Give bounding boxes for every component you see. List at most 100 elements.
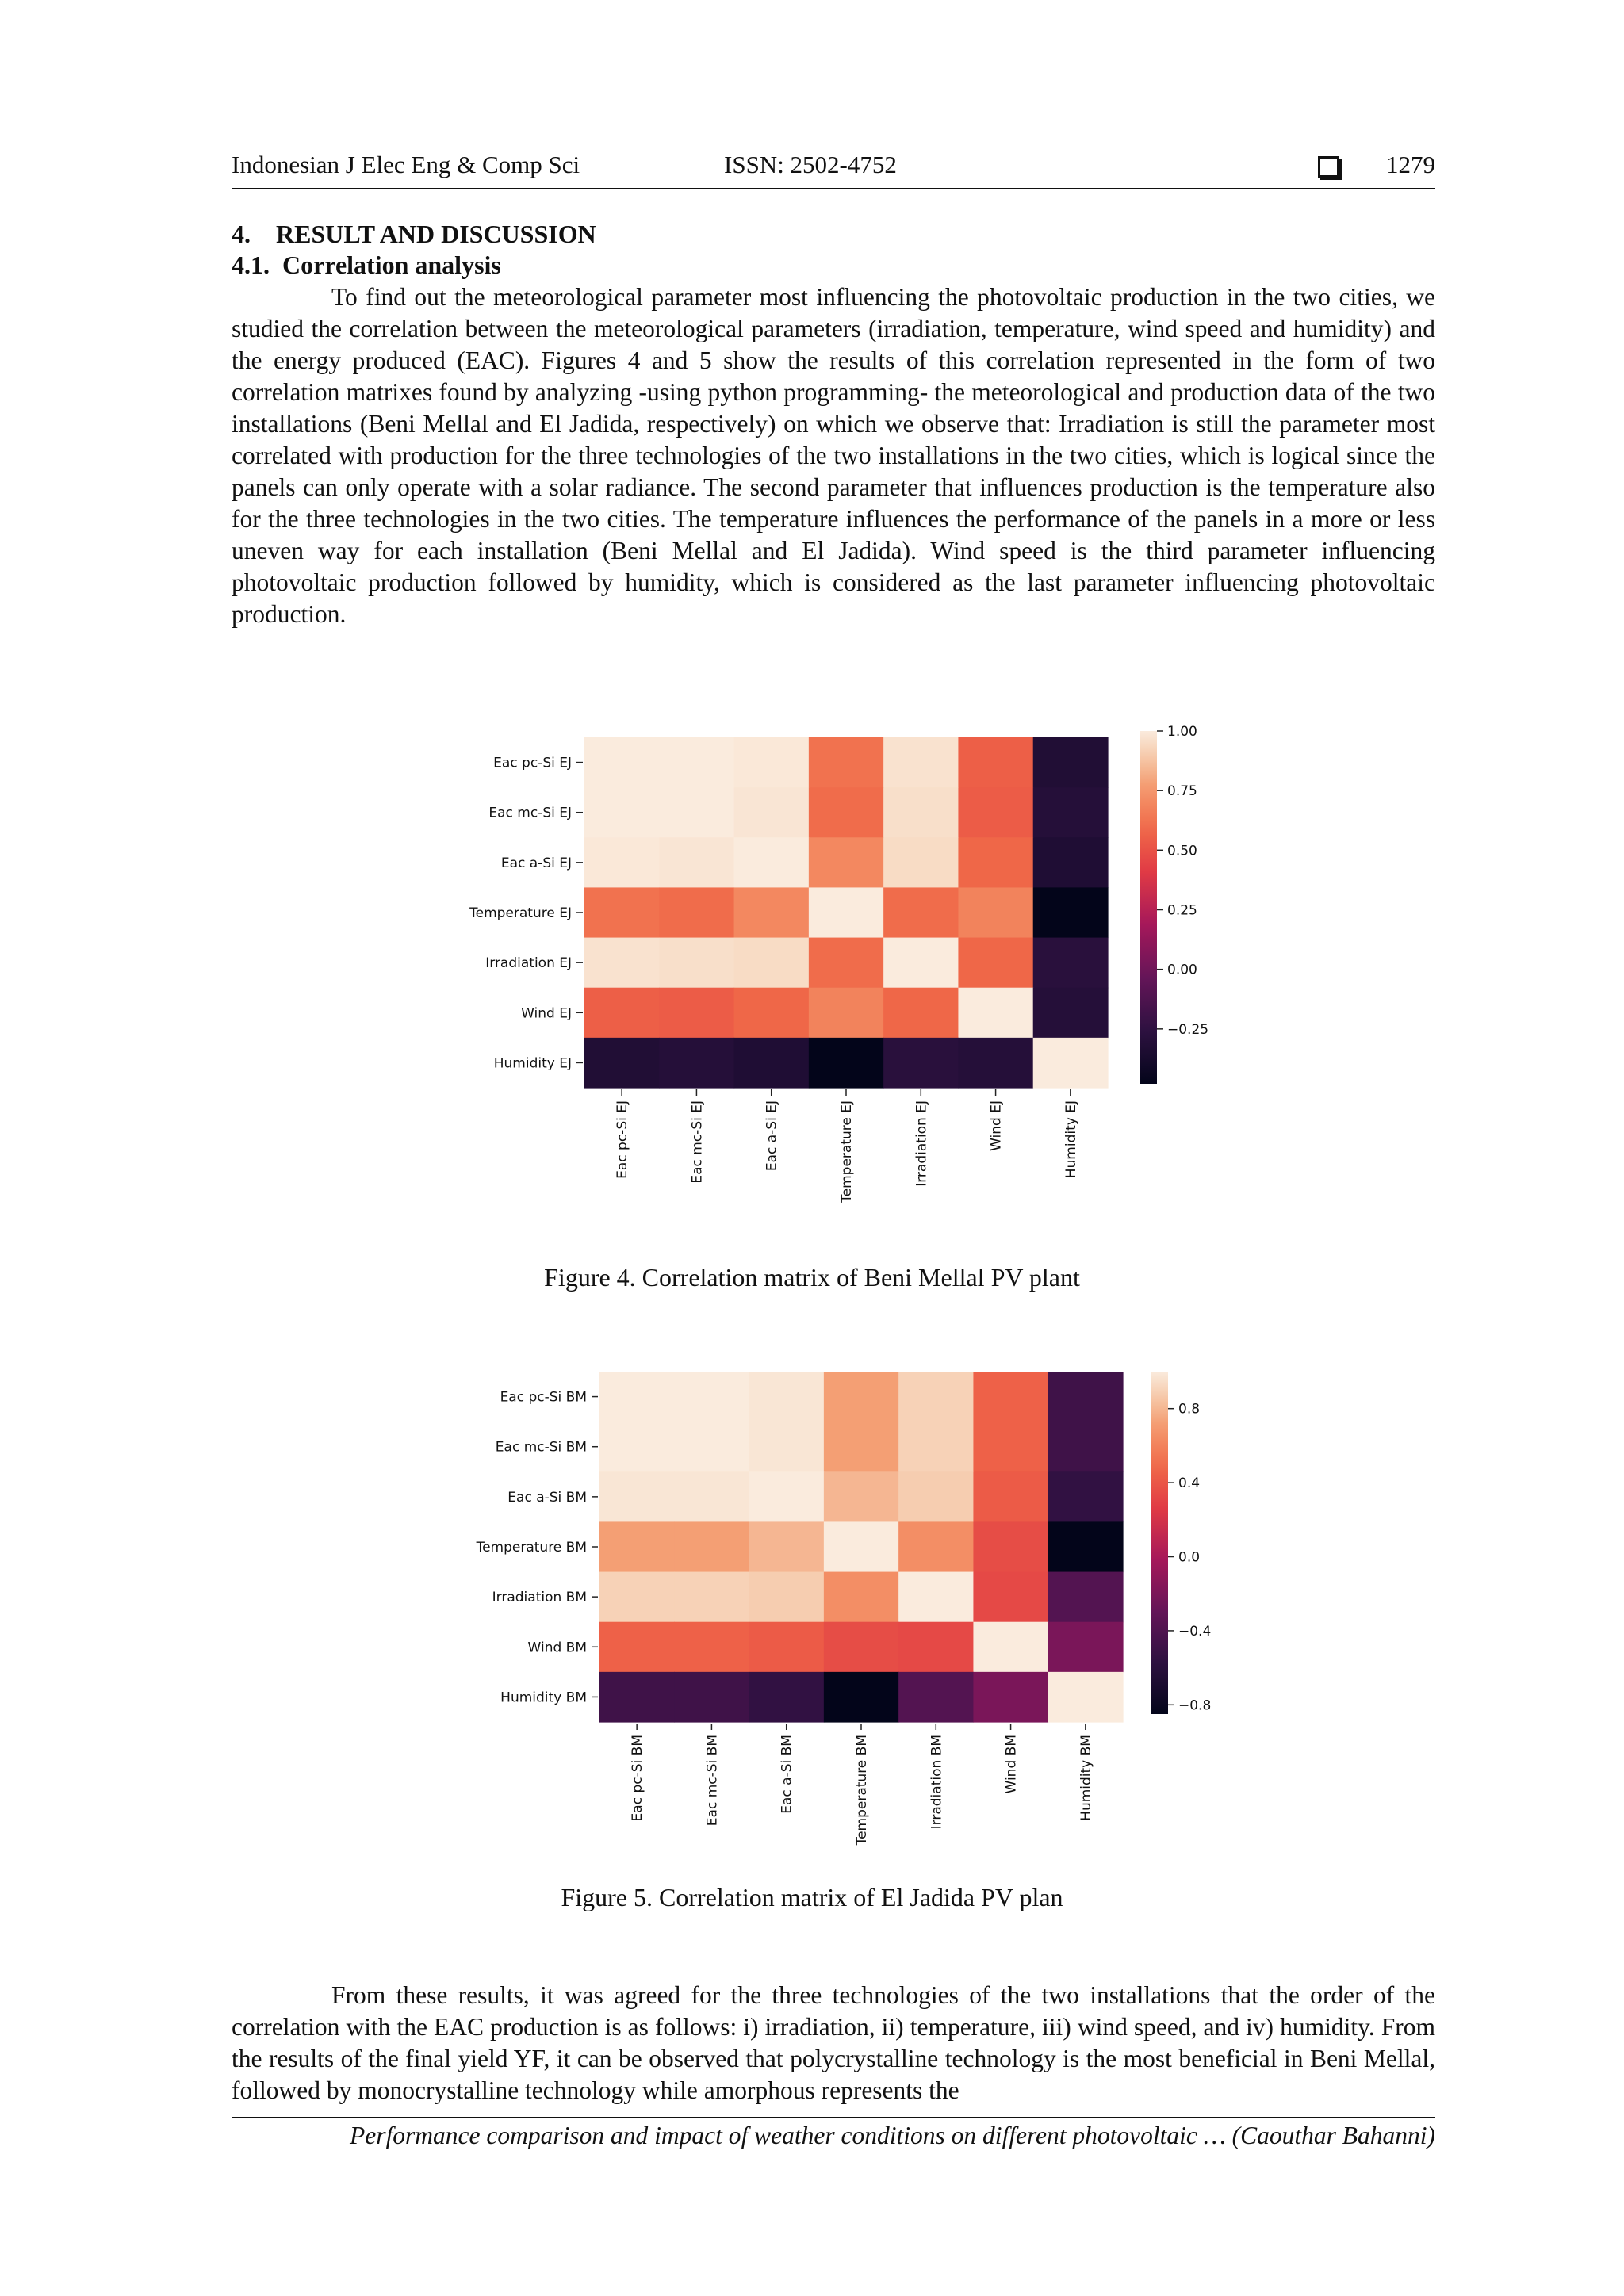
x-tick-label: Eac a-Si EJ <box>764 1100 780 1171</box>
figure-5-caption: Figure 5. Correlation matrix of El Jadid… <box>561 1883 1063 1911</box>
heatmap-cell <box>1048 1471 1124 1523</box>
heatmap-cell <box>733 737 810 788</box>
colorbar-tick-label: 1.00 <box>1167 724 1197 740</box>
heatmap-cell <box>823 1571 899 1623</box>
body-paragraph-1: To find out the meteorological parameter… <box>232 281 1435 630</box>
colorbar-tick-label: 0.75 <box>1167 783 1197 799</box>
colorbar-tick-label: 0.0 <box>1178 1550 1200 1566</box>
heatmap-cell <box>1048 1621 1124 1673</box>
x-tick-label: Eac mc-Si BM <box>704 1735 720 1826</box>
heatmap-cell <box>749 1372 825 1422</box>
x-tick-label: Temperature BM <box>854 1735 870 1846</box>
heatmap-cell <box>823 1621 899 1673</box>
section-heading: 4. RESULT AND DISCUSSION <box>232 220 596 248</box>
y-tick-label: Temperature BM <box>476 1540 587 1556</box>
colorbar-tick-label: 0.00 <box>1167 962 1197 978</box>
heatmap-cell <box>659 987 735 1039</box>
heatmap-cell <box>808 1037 884 1089</box>
y-tick-label: Irradiation BM <box>492 1590 587 1605</box>
heatmap-cell <box>1032 737 1109 788</box>
x-tick-label: Wind EJ <box>989 1100 1005 1151</box>
y-tick-label: Temperature EJ <box>469 905 572 921</box>
paragraph-2-text: From these results, it was agreed for th… <box>232 1981 1435 2104</box>
x-tick-label: Wind BM <box>1004 1735 1020 1793</box>
x-tick-label: Eac mc-Si EJ <box>689 1100 705 1184</box>
y-tick-label: Irradiation EJ <box>485 955 572 971</box>
heatmap-cell <box>733 887 810 939</box>
y-tick-label: Wind BM <box>528 1640 587 1655</box>
heatmap-cell <box>1048 1422 1124 1472</box>
square-icon <box>1318 156 1339 178</box>
figure-4-heatmap: Eac pc-Si EJ Eac mc-Si EJ Eac a-Si EJ Tempe… <box>469 724 1208 1203</box>
fig4-y-labels: Eac pc-Si EJ Eac mc-Si EJ Eac a-Si EJ Tempe… <box>469 756 583 1071</box>
page-number: 1279 <box>1386 151 1435 178</box>
fig4-colorbar <box>1140 731 1157 1084</box>
fig4-x-labels: Eac pc-Si EJ Eac mc-Si EJ Eac a-Si EJ Tempe… <box>615 1089 1079 1203</box>
heatmap-cell <box>958 787 1034 838</box>
heatmap-cell <box>599 1571 675 1623</box>
colorbar-tick-label: −0.4 <box>1178 1624 1211 1640</box>
heatmap-cell <box>674 1621 750 1673</box>
x-tick-label: Eac pc-Si EJ <box>615 1100 630 1179</box>
heatmap-cell <box>733 837 810 889</box>
y-tick-label: Humidity EJ <box>494 1055 572 1071</box>
colorbar-tick-label: 0.25 <box>1167 903 1197 919</box>
heatmap-cell <box>958 937 1034 989</box>
heatmap-cell <box>958 887 1034 939</box>
y-tick-label: Wind EJ <box>521 1005 572 1021</box>
heatmap-cell <box>674 1671 750 1723</box>
heatmap-cell <box>1032 837 1109 889</box>
heatmap-cell <box>584 787 660 838</box>
heatmap-cell <box>599 1621 675 1673</box>
x-tick-label: Humidity BM <box>1078 1735 1094 1821</box>
heatmap-cell <box>584 737 660 788</box>
y-tick-label: Humidity BM <box>500 1689 587 1705</box>
heatmap-cell <box>973 1621 1049 1673</box>
heatmap-cell <box>958 837 1034 889</box>
heatmap-cell <box>733 987 810 1039</box>
heatmap-cell <box>599 1671 675 1723</box>
heatmap-cell <box>749 1471 825 1523</box>
heatmap-cell <box>883 937 959 989</box>
heatmap-cell <box>749 1571 825 1623</box>
heatmap-cell <box>1048 1372 1124 1422</box>
fig4-cells <box>584 737 1109 1089</box>
heatmap-cell <box>883 987 959 1039</box>
colorbar-tick-label: −0.8 <box>1178 1697 1211 1713</box>
heatmap-cell <box>883 737 959 788</box>
heatmap-cell <box>1032 1037 1109 1089</box>
heatmap-cell <box>584 837 660 889</box>
heatmap-cell <box>733 937 810 989</box>
subsection-heading: 4.1. Correlation analysis <box>232 251 501 279</box>
heatmap-cell <box>659 887 735 939</box>
heatmap-cell <box>749 1521 825 1573</box>
heatmap-cell <box>958 737 1034 788</box>
x-tick-label: Eac pc-Si BM <box>630 1735 645 1821</box>
heatmap-cell <box>823 1521 899 1573</box>
heatmap-cell <box>749 1621 825 1673</box>
heatmap-cell <box>883 787 959 838</box>
fig5-y-labels: Eac pc-Si BM Eac mc-Si BM Eac a-Si BM Tempe… <box>476 1390 598 1705</box>
heatmap-cell <box>808 787 884 838</box>
running-footer: Performance comparison and impact of wea… <box>350 2122 1435 2149</box>
heatmap-cell <box>973 1471 1049 1523</box>
heatmap-cell <box>883 1037 959 1089</box>
heatmap-cell <box>973 1372 1049 1422</box>
header-rule <box>232 188 1435 189</box>
y-tick-label: Eac pc-Si EJ <box>493 756 572 771</box>
heatmap-cell <box>674 1521 750 1573</box>
journal-name: Indonesian J Elec Eng & Comp Sci <box>232 151 580 178</box>
colorbar-tick-label: 0.8 <box>1178 1402 1200 1418</box>
heatmap-cell <box>1048 1571 1124 1623</box>
heatmap-cell <box>599 1521 675 1573</box>
footer-rule <box>232 2117 1435 2118</box>
y-tick-label: Eac a-Si BM <box>508 1490 587 1506</box>
heatmap-cell <box>1032 937 1109 989</box>
x-tick-label: Temperature EJ <box>839 1100 855 1203</box>
paragraph-1-text: To find out the meteorological parameter… <box>232 283 1435 628</box>
colorbar-tick-label: 0.4 <box>1178 1475 1200 1491</box>
heatmap-cell <box>808 837 884 889</box>
x-tick-label: Irradiation EJ <box>914 1100 929 1187</box>
heatmap-cell <box>584 1037 660 1089</box>
heatmap-cell <box>659 787 735 838</box>
